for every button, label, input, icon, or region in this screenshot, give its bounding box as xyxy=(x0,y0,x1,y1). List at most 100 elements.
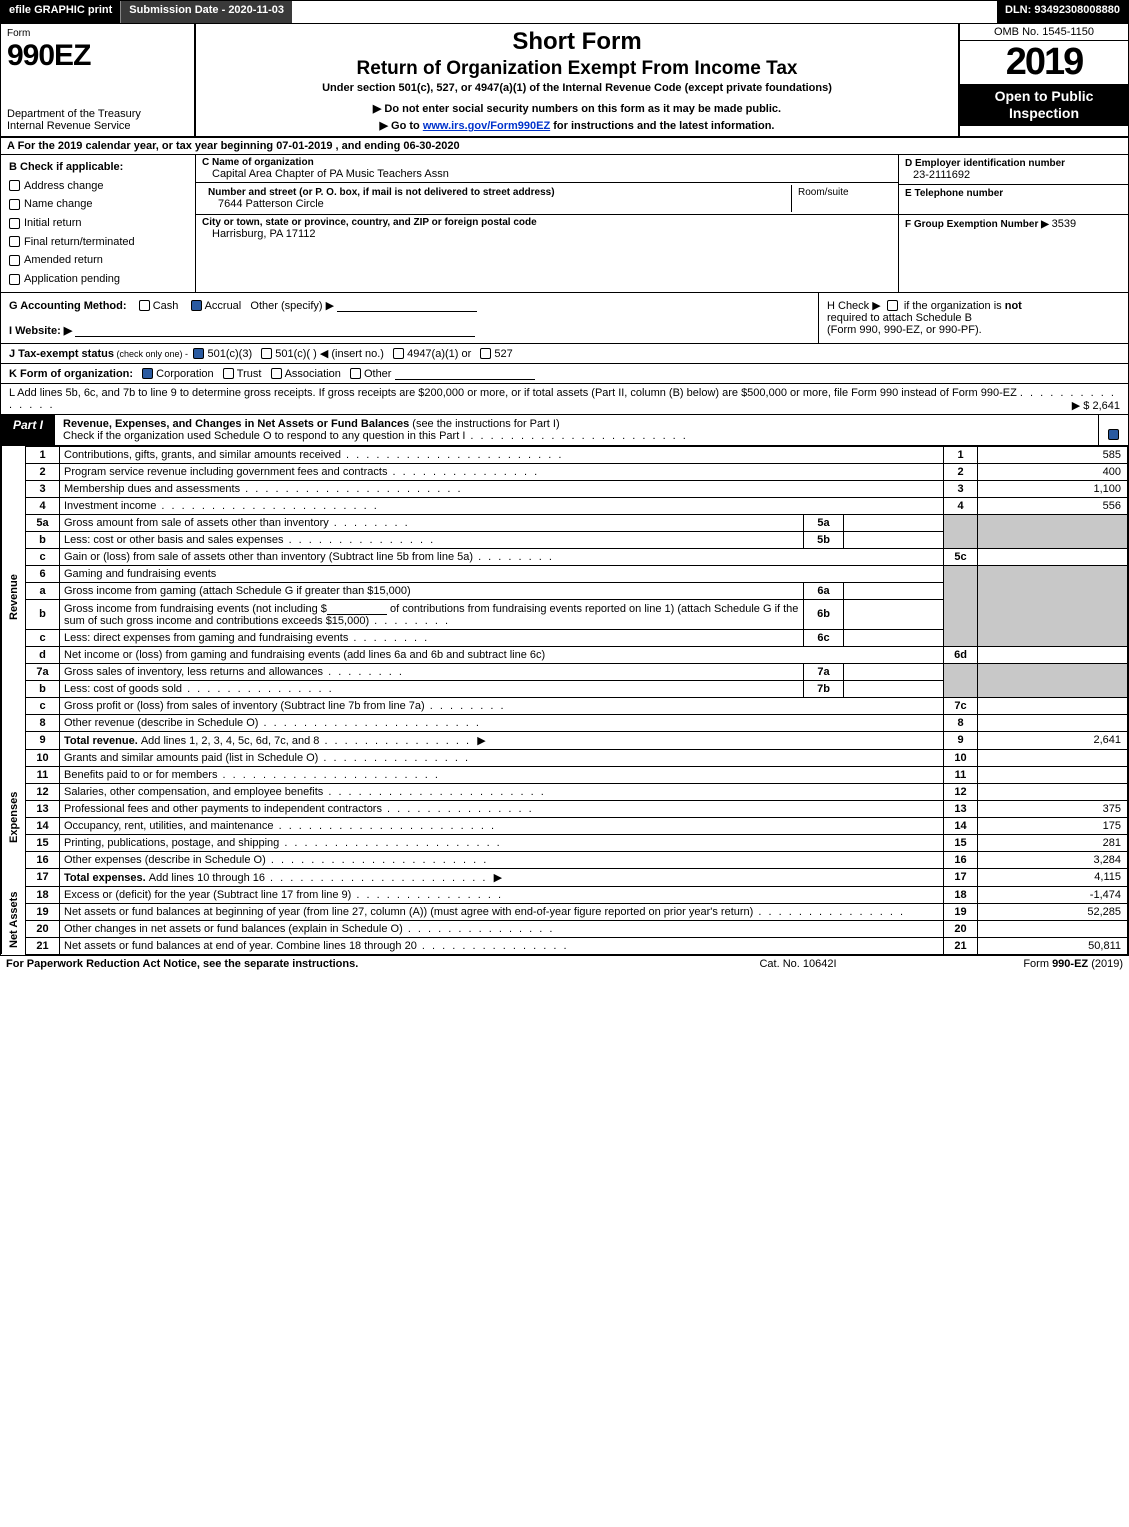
line-5c: c Gain or (loss) from sale of assets oth… xyxy=(2,548,1128,565)
department-label: Department of the Treasury Internal Reve… xyxy=(7,108,188,132)
line-13: 13 Professional fees and other payments … xyxy=(2,800,1128,817)
line-7b: b Less: cost of goods sold 7b xyxy=(2,680,1128,697)
dept-line1: Department of the Treasury xyxy=(7,108,141,120)
row-g: G Accounting Method: Cash Accrual Other … xyxy=(1,293,818,343)
org-name-caption: C Name of organization xyxy=(202,157,892,168)
line-6b: b Gross income from fundraising events (… xyxy=(2,599,1128,629)
line-6a: a Gross income from gaming (attach Sched… xyxy=(2,582,1128,599)
chk-amended-return[interactable]: Amended return xyxy=(9,251,187,270)
chk-cash[interactable] xyxy=(139,300,150,311)
chk-corporation[interactable] xyxy=(142,368,153,379)
top-bar: efile GRAPHIC print Submission Date - 20… xyxy=(0,0,1129,24)
tax-year: 2019 xyxy=(960,41,1128,84)
i-label: I Website: ▶ xyxy=(9,325,72,337)
val-5b xyxy=(844,531,944,548)
part1-table: Revenue 1 Contributions, gifts, grants, … xyxy=(1,446,1128,955)
line-7c: c Gross profit or (loss) from sales of i… xyxy=(2,697,1128,714)
title-ssn-warning: ▶ Do not enter social security numbers o… xyxy=(206,102,948,115)
part1-check[interactable] xyxy=(1098,415,1128,445)
chk-initial-return[interactable]: Initial return xyxy=(9,214,187,233)
ein-value: 23-2111692 xyxy=(905,169,1122,181)
form-header: Form 990EZ Department of the Treasury In… xyxy=(1,24,1128,138)
row-k: K Form of organization: Corporation Trus… xyxy=(1,364,1128,384)
chk-name-change[interactable]: Name change xyxy=(9,195,187,214)
line-16: 16 Other expenses (describe in Schedule … xyxy=(2,851,1128,868)
city-caption: City or town, state or province, country… xyxy=(202,217,892,228)
val-12 xyxy=(978,783,1128,800)
input-6b-amount[interactable] xyxy=(327,602,387,615)
website-input[interactable] xyxy=(75,324,475,337)
val-7c xyxy=(978,697,1128,714)
val-7a xyxy=(844,663,944,680)
line-1: Revenue 1 Contributions, gifts, grants, … xyxy=(2,446,1128,463)
goto-pre: ▶ Go to xyxy=(380,120,423,132)
street-value: 7644 Patterson Circle xyxy=(208,198,785,210)
group-exemption-value: 3539 xyxy=(1052,218,1076,230)
row-l: L Add lines 5b, 6c, and 7b to line 9 to … xyxy=(1,384,1128,415)
group-exemption-row: F Group Exemption Number ▶ 3539 xyxy=(899,215,1128,233)
chk-address-change[interactable]: Address change xyxy=(9,177,187,196)
line-12: 12 Salaries, other compensation, and emp… xyxy=(2,783,1128,800)
val-5c xyxy=(978,548,1128,565)
g-label: G Accounting Method: xyxy=(9,300,127,312)
telephone-row: E Telephone number xyxy=(899,185,1128,215)
chk-final-return[interactable]: Final return/terminated xyxy=(9,233,187,252)
column-c: C Name of organization Capital Area Chap… xyxy=(196,155,898,292)
line-5a: 5a Gross amount from sale of assets othe… xyxy=(2,514,1128,531)
city-value: Harrisburg, PA 17112 xyxy=(202,228,892,240)
dept-line2: Internal Revenue Service xyxy=(7,120,131,132)
val-6d xyxy=(978,646,1128,663)
chk-trust[interactable] xyxy=(223,368,234,379)
line-4: 4 Investment income 4 556 xyxy=(2,497,1128,514)
topbar-spacer xyxy=(292,1,997,23)
submission-date: Submission Date - 2020-11-03 xyxy=(120,1,292,23)
chk-527[interactable] xyxy=(480,348,491,359)
efile-label[interactable]: efile GRAPHIC print xyxy=(1,1,120,23)
line-11: 11 Benefits paid to or for members 11 xyxy=(2,766,1128,783)
chk-other-org[interactable] xyxy=(350,368,361,379)
other-specify-input[interactable] xyxy=(337,299,477,312)
line-2: 2 Program service revenue including gove… xyxy=(2,463,1128,480)
line-6: 6 Gaming and fundraising events xyxy=(2,565,1128,582)
street-row: Number and street (or P. O. box, if mail… xyxy=(196,183,898,215)
row-j: J Tax-exempt status (check only one) - 5… xyxy=(1,344,1128,364)
org-name-row: C Name of organization Capital Area Chap… xyxy=(196,155,898,183)
telephone-value xyxy=(905,199,1122,211)
form-word: Form xyxy=(7,28,188,39)
line-21: 21 Net assets or fund balances at end of… xyxy=(2,937,1128,954)
section-bcdef: B Check if applicable: Address change Na… xyxy=(1,155,1128,293)
city-row: City or town, state or province, country… xyxy=(196,215,898,242)
street-caption: Number and street (or P. O. box, if mail… xyxy=(208,187,785,198)
val-10 xyxy=(978,749,1128,766)
k-label: K Form of organization: xyxy=(9,368,133,380)
omb-number: OMB No. 1545-1150 xyxy=(960,24,1128,41)
chk-accrual[interactable] xyxy=(191,300,202,311)
val-6c xyxy=(844,629,944,646)
form-frame: Form 990EZ Department of the Treasury In… xyxy=(0,24,1129,956)
chk-4947a1[interactable] xyxy=(393,348,404,359)
chk-application-pending[interactable]: Application pending xyxy=(9,270,187,289)
other-org-input[interactable] xyxy=(395,367,535,380)
form-number: 990EZ xyxy=(7,39,188,73)
val-7b xyxy=(844,680,944,697)
footer-paperwork: For Paperwork Reduction Act Notice, see … xyxy=(6,958,673,970)
line-6c: c Less: direct expenses from gaming and … xyxy=(2,629,1128,646)
chk-501c[interactable] xyxy=(261,348,272,359)
line-14: 14 Occupancy, rent, utilities, and maint… xyxy=(2,817,1128,834)
line-5b: b Less: cost or other basis and sales ex… xyxy=(2,531,1128,548)
j-label: J Tax-exempt status xyxy=(9,348,114,360)
line-8: 8 Other revenue (describe in Schedule O)… xyxy=(2,714,1128,731)
chk-schedule-b[interactable] xyxy=(887,300,898,311)
part1-tag: Part I xyxy=(1,415,55,445)
l-amount: ▶ $ 2,641 xyxy=(1072,399,1120,412)
chk-association[interactable] xyxy=(271,368,282,379)
chk-501c3[interactable] xyxy=(193,348,204,359)
group-exemption-caption: F Group Exemption Number ▶ xyxy=(905,219,1052,230)
room-suite-caption: Room/suite xyxy=(792,185,892,212)
ein-row: D Employer identification number 23-2111… xyxy=(899,155,1128,185)
irs-link[interactable]: www.irs.gov/Form990EZ xyxy=(423,120,550,132)
title-goto: ▶ Go to www.irs.gov/Form990EZ for instru… xyxy=(206,119,948,132)
org-name-value: Capital Area Chapter of PA Music Teacher… xyxy=(202,168,892,180)
open-to-public: Open to Public Inspection xyxy=(960,84,1128,126)
dln-label: DLN: 93492308008880 xyxy=(997,1,1128,23)
